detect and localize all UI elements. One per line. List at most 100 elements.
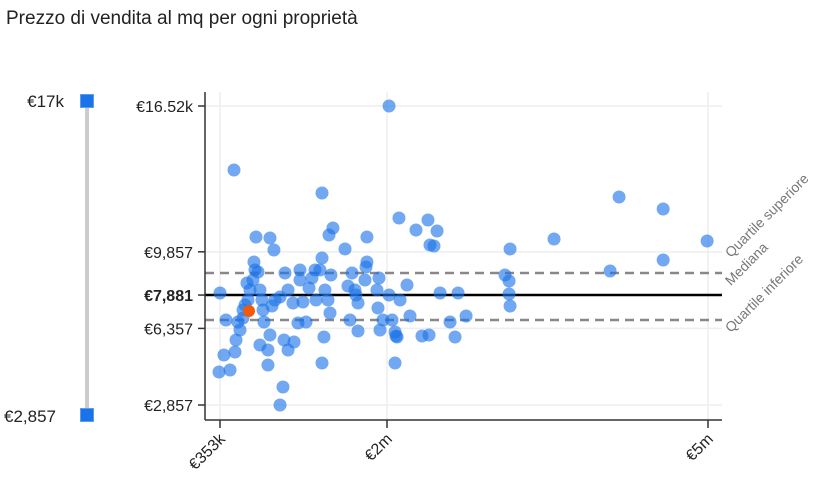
x-tick-label: €2m — [362, 431, 396, 465]
data-point — [273, 398, 287, 412]
data-point — [359, 260, 373, 274]
data-point — [503, 299, 517, 313]
data-point — [656, 202, 670, 216]
data-point — [315, 186, 329, 200]
data-point — [343, 313, 357, 327]
data-point — [443, 315, 457, 329]
data-point — [321, 293, 335, 307]
data-point — [217, 348, 231, 362]
data-point — [276, 380, 290, 394]
data-point — [373, 323, 387, 337]
y-tick-label: €6,357 — [144, 321, 193, 338]
data-point — [263, 328, 277, 342]
chart-title: Prezzo di vendita al mq per ogni proprie… — [6, 8, 358, 29]
data-point — [382, 99, 396, 113]
data-point — [547, 232, 561, 246]
data-point — [293, 263, 307, 277]
data-point — [296, 295, 310, 309]
data-point — [376, 313, 390, 327]
x-tick-label: €353k — [186, 430, 230, 474]
data-point — [371, 301, 385, 315]
data-points — [212, 99, 714, 412]
data-point — [370, 283, 384, 297]
data-point — [421, 213, 435, 227]
data-point — [433, 286, 447, 300]
data-point — [251, 265, 265, 279]
x-tick-label: €5m — [683, 431, 717, 465]
data-point — [317, 330, 331, 344]
data-point — [409, 223, 423, 237]
highlighted-point — [242, 305, 255, 318]
data-point — [277, 333, 291, 347]
data-point — [459, 309, 473, 323]
data-point — [385, 313, 399, 327]
data-point — [212, 365, 226, 379]
slider-min-label: €2,857 — [4, 407, 56, 426]
data-point — [427, 239, 441, 253]
data-point — [318, 283, 332, 297]
data-point — [393, 293, 407, 307]
data-point — [451, 286, 465, 300]
axes: €16.52k €9,857 €7,881 €6,357 €2,857 €353k €2m €… — [136, 92, 722, 474]
data-point — [286, 296, 300, 310]
data-point — [241, 293, 255, 307]
data-point — [249, 230, 263, 244]
data-point — [382, 288, 396, 302]
data-point — [278, 266, 292, 280]
data-point — [313, 263, 327, 277]
y-tick-label: €16.52k — [136, 99, 194, 116]
data-point — [315, 356, 329, 370]
data-point — [263, 231, 277, 245]
data-point — [390, 330, 404, 344]
data-point — [603, 264, 617, 278]
data-point — [324, 268, 338, 282]
data-point — [255, 293, 269, 307]
y-tick-label: €9,857 — [144, 245, 193, 262]
data-point — [392, 211, 406, 225]
data-point — [400, 278, 414, 292]
slider-max-handle[interactable] — [80, 94, 94, 108]
data-point — [612, 190, 626, 204]
data-point — [700, 234, 714, 248]
data-point — [253, 283, 267, 297]
data-point — [228, 345, 242, 359]
data-point — [223, 363, 237, 377]
data-point — [281, 283, 295, 297]
data-point — [422, 328, 436, 342]
data-point — [351, 296, 365, 310]
data-point — [219, 313, 233, 327]
data-point — [261, 343, 275, 357]
data-point — [345, 266, 359, 280]
data-point — [351, 324, 365, 338]
slider-track[interactable] — [85, 101, 89, 415]
data-point — [502, 274, 516, 288]
y-tick-label: €2,857 — [144, 398, 193, 415]
data-point — [227, 163, 241, 177]
data-point — [358, 273, 372, 287]
data-point — [229, 333, 243, 347]
data-point — [213, 286, 227, 300]
data-point — [430, 224, 444, 238]
data-point — [388, 356, 402, 370]
data-point — [502, 287, 516, 301]
data-point — [403, 309, 417, 323]
data-point — [503, 242, 517, 256]
data-point — [287, 335, 301, 349]
gridlines — [205, 92, 722, 420]
data-point — [247, 255, 261, 269]
data-point — [309, 293, 323, 307]
data-point — [656, 253, 670, 267]
data-point — [323, 306, 337, 320]
data-point — [338, 242, 352, 256]
slider-max-label: €17k — [27, 92, 64, 111]
data-point — [267, 243, 281, 257]
data-point — [293, 273, 307, 287]
slider-min-handle[interactable] — [80, 408, 94, 422]
data-point — [299, 315, 313, 329]
data-point — [302, 281, 316, 295]
data-point — [256, 303, 270, 317]
data-point — [257, 315, 271, 329]
data-point — [322, 228, 336, 242]
data-point — [372, 271, 386, 285]
